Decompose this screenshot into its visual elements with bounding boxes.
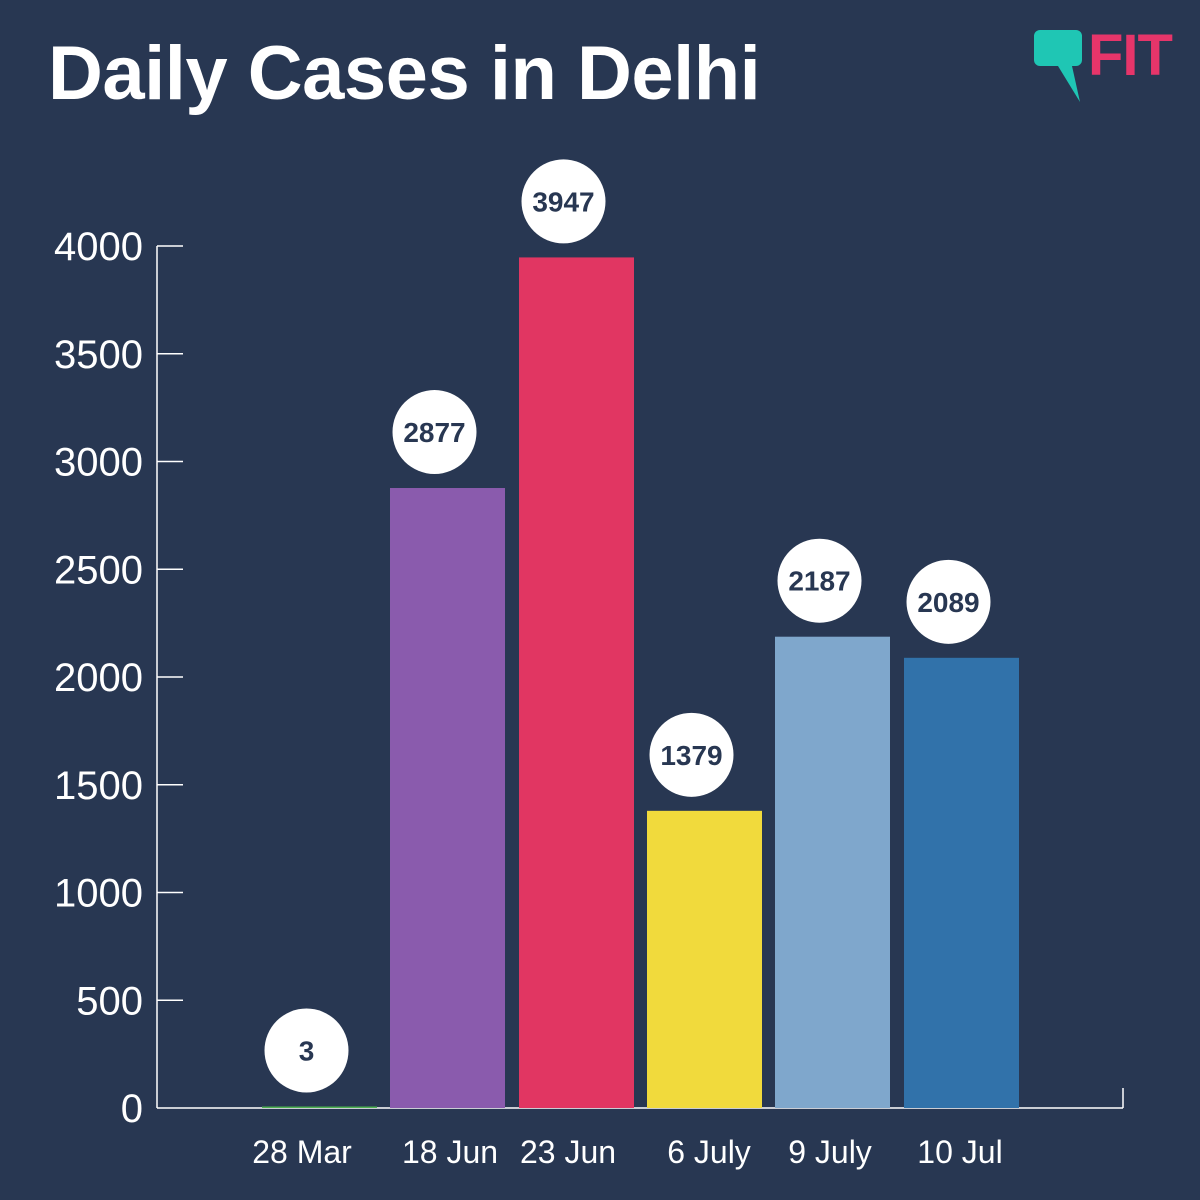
y-tick-label: 2000 [54,656,143,700]
bar [647,810,762,1108]
data-label: 2877 [403,417,465,448]
y-tick-label: 1000 [54,872,143,916]
bar [519,257,634,1108]
data-label-bubble [264,1008,349,1093]
data-label-bubble [906,559,991,644]
x-tick-label: 10 Jul [917,1134,1002,1170]
data-label: 2089 [917,587,979,618]
y-tick-label: 2500 [54,548,143,592]
logo-text: FIT [1088,23,1173,88]
x-tick-label: 9 July [788,1134,872,1170]
y-tick-label: 1500 [54,764,143,808]
bar [904,657,1019,1108]
bar [390,488,505,1109]
y-tick-label: 3000 [54,441,143,485]
bars [262,257,1019,1109]
x-axis-labels: 28 Mar 18 Jun 23 Jun 6 July 9 July 10 Jul [252,1134,1002,1170]
data-label-bubble [649,712,734,797]
y-tick-label: 500 [76,979,143,1023]
y-tick-label: 3500 [54,333,143,377]
x-tick-label: 23 Jun [520,1134,616,1170]
y-axis-ticks: 0 500 1000 1500 2000 2500 3000 3500 4000 [54,225,183,1131]
data-labels: 3 2877 3947 1379 2187 2089 [264,159,991,1093]
x-tick-label: 6 July [667,1134,751,1170]
x-tick-label: 28 Mar [252,1134,352,1170]
data-label: 3947 [532,186,594,217]
chart-title: Daily Cases in Delhi [48,31,761,116]
data-label: 3 [299,1036,315,1067]
data-label-bubble [521,159,606,244]
data-label: 2187 [788,566,850,597]
y-tick-label: 4000 [54,225,143,269]
bar [262,1106,377,1108]
data-label-bubble [392,390,477,475]
data-label: 1379 [660,740,722,771]
x-tick-label: 18 Jun [402,1134,498,1170]
data-label-bubble [777,538,862,623]
bar [775,636,890,1108]
fit-logo-icon [1034,30,1082,102]
y-tick-label: 0 [121,1087,143,1131]
